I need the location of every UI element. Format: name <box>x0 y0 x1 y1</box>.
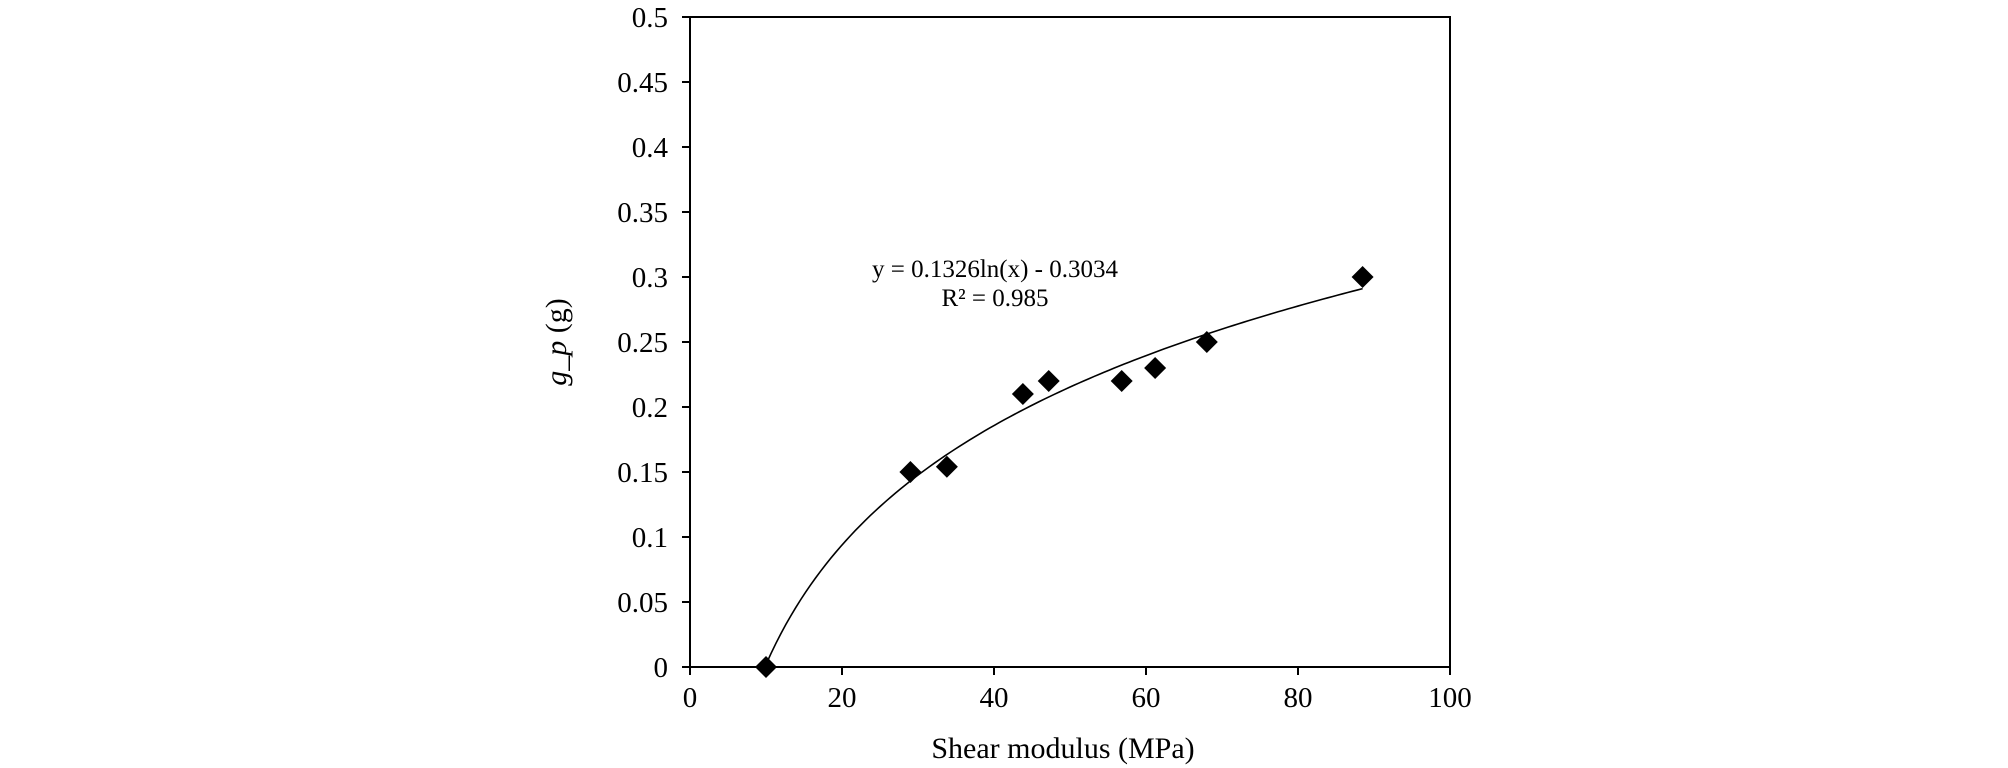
x-tick-label: 40 <box>980 682 1009 714</box>
x-tick-label: 0 <box>683 682 698 714</box>
y-axis-title-unit: (g) <box>540 298 573 340</box>
x-tick-label: 20 <box>828 682 857 714</box>
data-point <box>1195 331 1218 353</box>
y-tick-label: 0.25 <box>617 327 668 359</box>
y-axis-title-symbol: g_p <box>540 341 573 386</box>
x-tick-label: 60 <box>1132 682 1161 714</box>
x-tick-label: 100 <box>1428 682 1472 714</box>
trendline-r-squared: R² = 0.985 <box>941 285 1048 312</box>
data-point <box>1144 357 1167 379</box>
y-tick-label: 0.3 <box>632 262 668 294</box>
data-point <box>755 656 777 678</box>
y-tick-label: 0.1 <box>632 522 668 554</box>
data-point <box>1110 370 1133 392</box>
y-tick-label: 0.05 <box>617 587 668 619</box>
plot-area <box>689 16 1451 668</box>
data-points <box>755 266 1374 678</box>
data-point <box>935 455 958 478</box>
trendline <box>765 287 1363 665</box>
y-tick-label: 0.35 <box>617 197 668 229</box>
y-tick-label: 0.5 <box>632 2 668 34</box>
data-point <box>1351 266 1374 288</box>
y-tick-label: 0.45 <box>617 67 668 99</box>
x-axis-ticks: 0 20 40 60 80 100 <box>683 667 1472 714</box>
y-axis-title: g_p (g) <box>540 298 573 385</box>
y-tick-label: 0.15 <box>617 457 668 489</box>
x-axis-title: Shear modulus (MPa) <box>931 732 1194 765</box>
y-axis-ticks: 0 0.05 0.1 0.15 0.2 0.25 0.3 0.35 0.4 0.45 0.5 <box>617 2 690 684</box>
data-point <box>899 461 922 483</box>
y-tick-label: 0 <box>654 652 669 684</box>
y-tick-label: 0.2 <box>632 392 668 424</box>
data-point <box>1011 383 1034 405</box>
data-point <box>1037 370 1060 392</box>
x-tick-label: 80 <box>1284 682 1313 714</box>
y-tick-label: 0.4 <box>632 132 669 164</box>
trendline-equation: y = 0.1326ln(x) - 0.3034 <box>872 256 1119 283</box>
